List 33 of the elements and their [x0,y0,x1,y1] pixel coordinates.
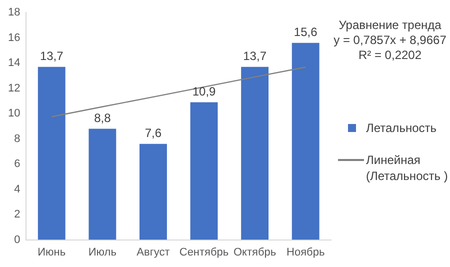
data-label: 7,6 [144,126,162,140]
y-tick-label: 14 [8,57,20,70]
text: Уравнение тренда [338,18,442,33]
bar [241,66,269,240]
y-tick-label: 16 [8,32,20,44]
y-tick-label: 0 [14,234,20,246]
text: R² = 0,2202 [357,48,423,63]
x-tick-label: Октябрь [233,246,276,258]
y-tick-label: 6 [14,158,20,170]
x-tick-label: Июнь [38,246,66,258]
data-label: 13,7 [243,49,267,64]
bar [190,102,218,240]
bar [140,144,167,240]
y-tick-label: 4 [14,183,20,196]
y-tick-label: 2 [14,208,20,221]
text: y = 0,7857x + 8,9667 [332,33,448,48]
y-tick-label: 18 [8,6,20,19]
x-tick-label: Ноябрь [286,246,325,258]
data-label: 10,9 [192,84,216,99]
legend-label: Линейная (Летальность ) [366,152,449,184]
data-label: 15,6 [294,25,318,40]
y-tick-label: 10 [8,108,20,120]
y-tick-label: 12 [8,82,20,94]
legend-label: Летальность [366,120,436,136]
y-tick-label: 8 [14,132,20,145]
data-label: 13,7 [40,49,64,64]
x-tick-label: Июль [88,246,117,258]
x-tick-label: Август [136,246,170,258]
x-tick-label: Сентябрь [179,246,229,258]
bar [38,66,66,240]
bar [88,128,116,240]
bar [292,42,320,240]
data-label: 8,8 [94,111,112,126]
